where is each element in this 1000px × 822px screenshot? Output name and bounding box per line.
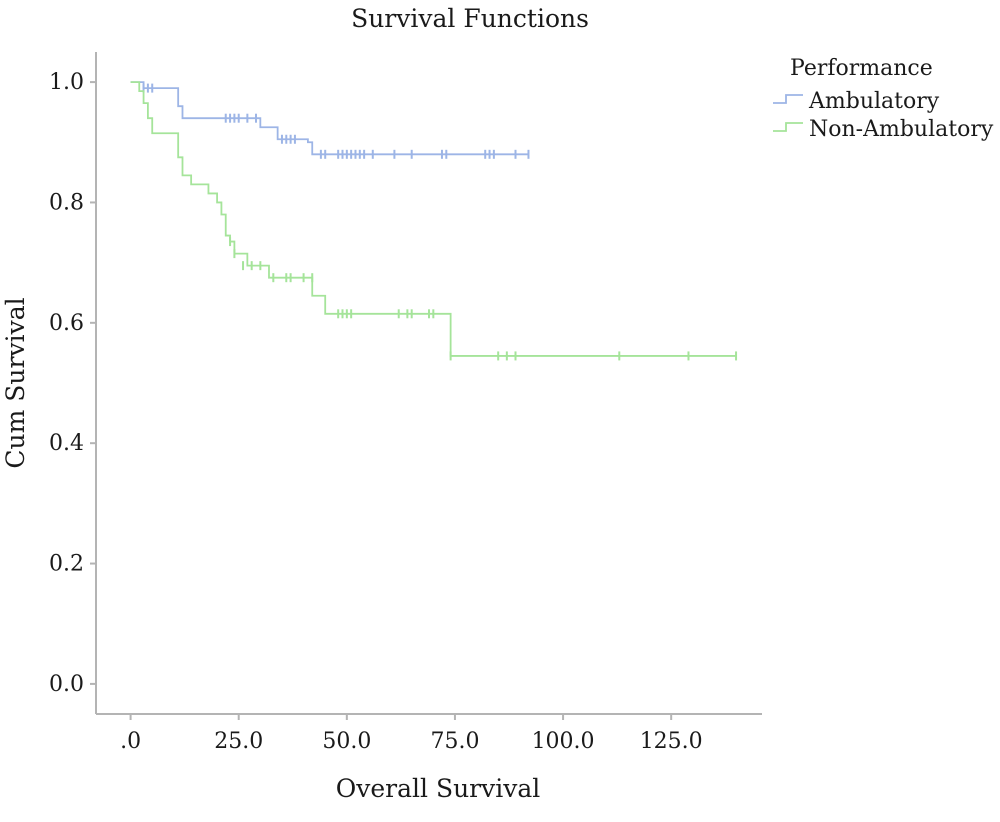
x-tick-label: 75.0	[430, 729, 479, 754]
x-axis-label: Overall Survival	[336, 774, 541, 803]
y-tick-label: 0.8	[49, 190, 84, 215]
x-tick-label: 125.0	[640, 729, 703, 754]
x-tick-label: 100.0	[532, 729, 595, 754]
legend-label-2: Non-Ambulatory	[809, 117, 994, 142]
series-line-2	[130, 81, 737, 357]
x-tick-label: 25.0	[214, 729, 263, 754]
legend-label-1: Ambulatory	[808, 89, 940, 114]
y-tick-label: 0.0	[49, 672, 84, 697]
y-axis-label: Cum Survival	[1, 297, 30, 468]
x-tick-label: 50.0	[322, 729, 371, 754]
y-tick-label: 1.0	[49, 70, 84, 95]
legend: Performance Ambulatory Non-Ambulatory	[773, 56, 994, 142]
legend-title: Performance	[790, 56, 933, 81]
series-line-1	[130, 81, 529, 156]
y-tick-label: 0.2	[49, 552, 84, 577]
legend-swatch-2	[773, 122, 803, 132]
chart-title: Survival Functions	[351, 4, 589, 33]
y-tick-label: 0.4	[49, 431, 84, 456]
y-tick-label: 0.6	[49, 311, 84, 336]
legend-swatch-1	[773, 94, 803, 104]
plot-area: .0 25.0 50.0 75.0 100.0 125.0 0.0 0.2 0.4 0.6 0.8 1…	[49, 52, 762, 754]
x-tick-label: .0	[120, 729, 141, 754]
